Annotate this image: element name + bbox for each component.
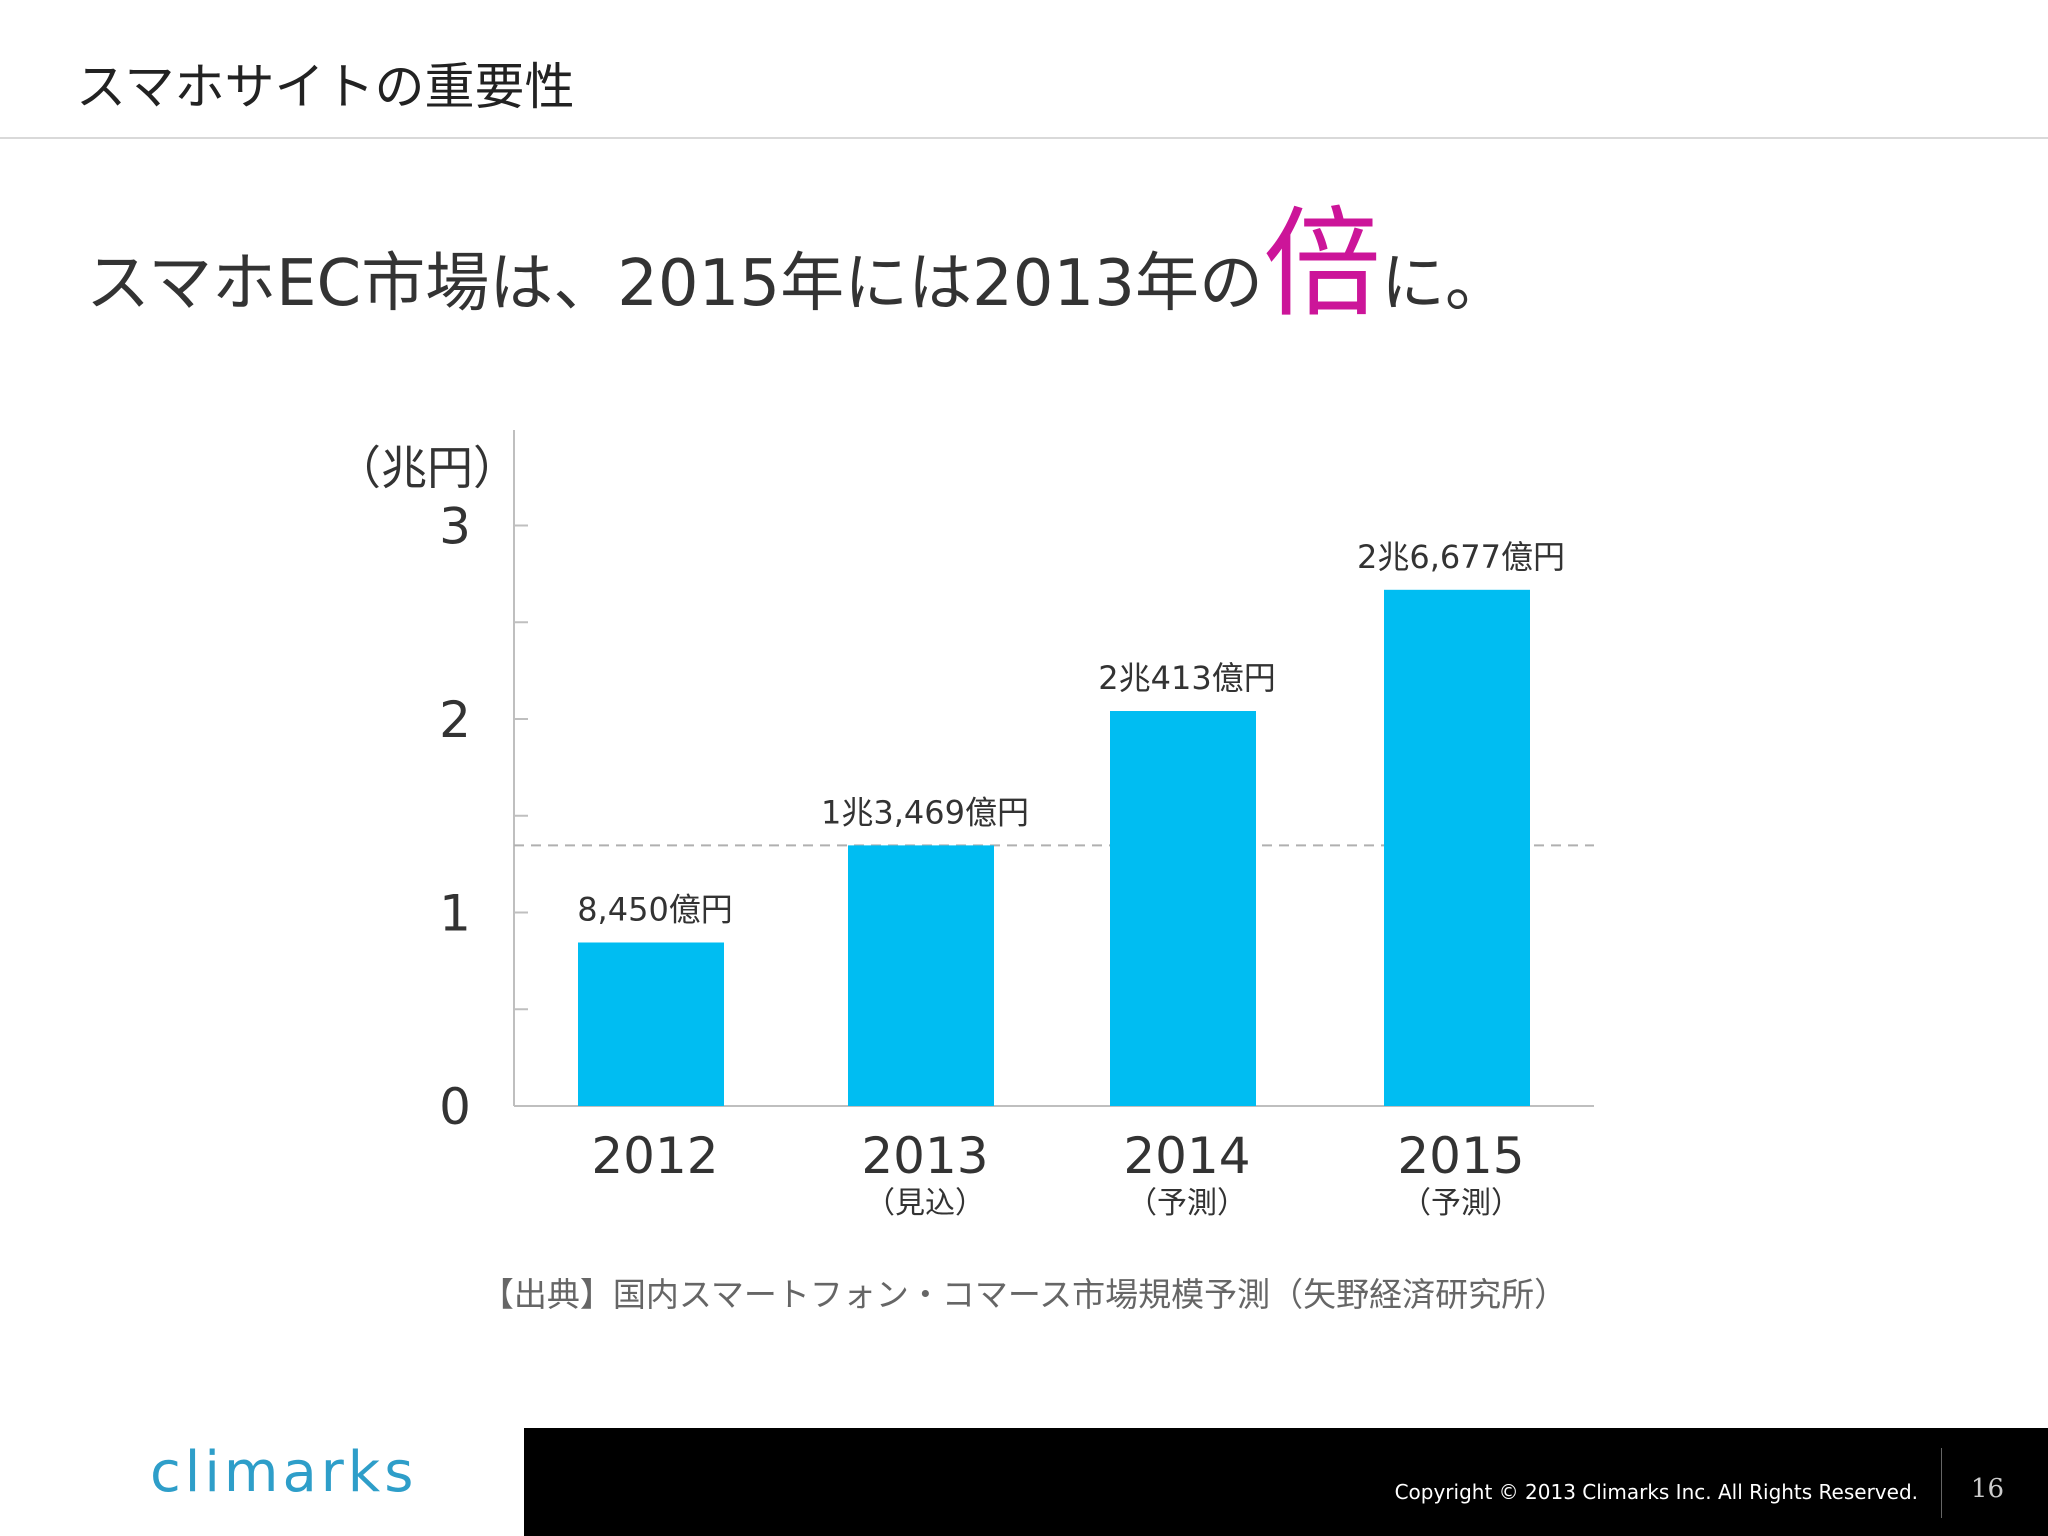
- y-tick-label: 2: [439, 691, 471, 749]
- data-label: 1兆3,469億円: [821, 793, 1029, 831]
- y-axis-unit-label: （兆円）: [335, 441, 519, 495]
- page-number: 16: [1970, 1474, 2004, 1504]
- bar-chart: 0 1 2 3 8,450億円 2012 1兆3,469億円 2013（見込） 2兆413億円 2…: [439, 430, 1594, 1221]
- climarks-logo: climarks: [150, 1440, 418, 1505]
- copyright-text: Copyright © 2013 Climarks Inc. All Right…: [1394, 1480, 1918, 1504]
- title-divider: [0, 137, 2048, 139]
- data-label: 2兆413億円: [1098, 659, 1275, 697]
- bar: [848, 845, 994, 1106]
- y-tick-label: 1: [439, 885, 471, 943]
- data-label: 8,450億円: [577, 890, 733, 928]
- bar: [1384, 589, 1530, 1106]
- x-tick-note: （予測）: [1127, 1186, 1247, 1221]
- x-tick-note: （予測）: [1401, 1186, 1521, 1221]
- x-tick-note: （見込）: [865, 1186, 985, 1221]
- footer-bar: Copyright © 2013 Climarks Inc. All Right…: [524, 1428, 2048, 1536]
- slide-title: スマホサイトの重要性: [76, 58, 575, 116]
- headline: スマホEC市場は、2015年には2013年の 倍 に。: [86, 205, 1509, 335]
- headline-emphasis: 倍: [1262, 195, 1381, 333]
- x-tick-label: 2012: [591, 1127, 718, 1185]
- bar: [578, 942, 724, 1106]
- headline-text: スマホEC市場は、2015年には2013年の: [86, 247, 1263, 321]
- bar: [1110, 711, 1256, 1106]
- x-tick-label: 2014: [1123, 1127, 1250, 1185]
- y-tick-label: 0: [439, 1078, 471, 1136]
- x-tick-label: 2013: [861, 1127, 988, 1185]
- headline-ending: に。: [1380, 247, 1509, 321]
- x-tick-label: 2015: [1397, 1127, 1524, 1185]
- source-citation: 【出典】国内スマートフォン・コマース市場規模予測（矢野経済研究所）: [480, 1275, 1568, 1314]
- y-tick-label: 3: [439, 498, 471, 556]
- footer-divider: [1941, 1448, 1942, 1518]
- data-label: 2兆6,677億円: [1357, 538, 1565, 576]
